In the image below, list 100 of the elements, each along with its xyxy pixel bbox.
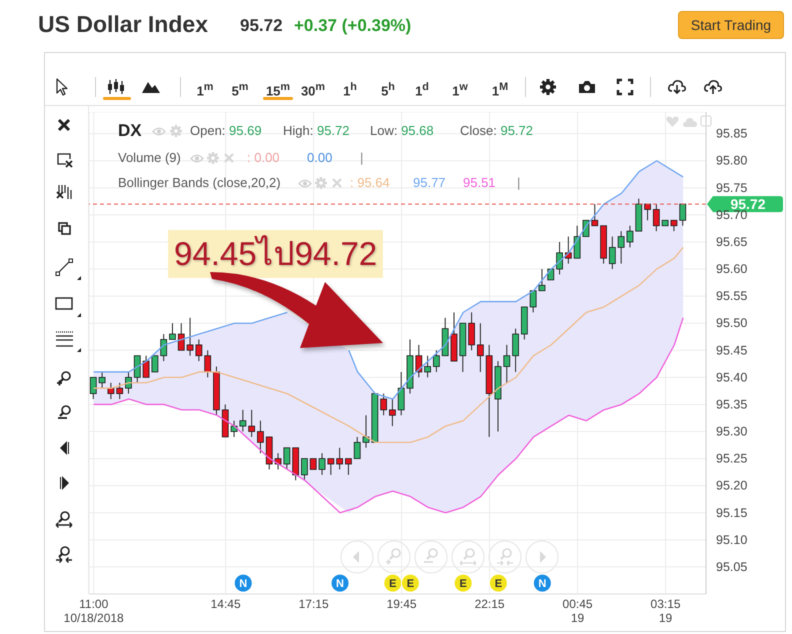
candlestick	[204, 350, 212, 378]
annotation: N	[538, 578, 546, 590]
annotation: Volume (9)	[118, 150, 181, 166]
annotation: 95.72	[316, 123, 350, 138]
candlestick	[301, 458, 308, 481]
text: +0.37 (+0.39%)	[294, 16, 412, 36]
candlestick	[503, 344, 510, 384]
annotation: DX	[118, 121, 142, 141]
candlestick	[125, 371, 132, 394]
candlestick	[318, 452, 326, 476]
candlestick	[389, 398, 396, 427]
y-tick-label: 95.30	[716, 424, 748, 439]
annotation: : 95.64	[350, 175, 390, 191]
annotation: N	[239, 578, 248, 590]
candlestick	[468, 312, 475, 351]
y-tick-label: 95.15	[716, 506, 748, 520]
annotation: : 0.00	[247, 150, 280, 166]
candlestick	[116, 382, 124, 400]
action-button[interactable]: Start Trading	[678, 11, 784, 39]
x-tick-label: 17:15	[298, 597, 329, 611]
x-tick-label: 00:45 19	[562, 597, 593, 625]
annotation: 95.77	[413, 175, 446, 191]
annotation: |	[517, 175, 520, 191]
annotation: 95.51	[463, 175, 496, 191]
text: 30$^{m}$	[300, 80, 326, 100]
x-tick-label: 03:15 19	[650, 597, 681, 625]
annotation: 0.00	[307, 150, 332, 166]
candlestick	[530, 290, 537, 313]
candlestick	[626, 225, 634, 248]
text: 95.72	[240, 16, 283, 35]
candlestick	[432, 350, 440, 372]
candlestick	[98, 371, 106, 389]
annotation: E	[389, 578, 396, 590]
y-tick-label: 95.55	[716, 289, 748, 304]
candlestick	[679, 204, 686, 226]
candlestick	[652, 204, 660, 232]
x-tick-label: 14:45	[210, 597, 241, 611]
y-tick-label: 95.85	[716, 126, 748, 141]
candlestick	[512, 328, 519, 372]
text: High:	[283, 123, 314, 138]
text: 1$^{m}$	[196, 80, 214, 100]
candlestick	[230, 420, 238, 438]
candlestick	[195, 338, 202, 362]
candlestick	[142, 355, 150, 378]
candlestick	[134, 355, 141, 384]
y-tick-label: 95.10	[716, 532, 748, 547]
x-tick-label: 11:00 10/18/2018	[64, 597, 124, 625]
text: 5$^{h}$	[381, 80, 395, 100]
annotation: E	[406, 578, 414, 590]
annotation: 94.45ไป94.72	[168, 230, 384, 278]
annotation: Open: 95.69	[190, 123, 262, 138]
y-tick-label: 95.60	[716, 262, 748, 276]
candlestick	[283, 447, 290, 470]
annotation: Close: 95.72	[460, 123, 534, 138]
text: 1$^{M}$	[492, 80, 508, 100]
y-tick-label: 95.45	[716, 343, 748, 358]
candlestick	[186, 317, 194, 356]
candlestick	[380, 393, 388, 416]
candlestick	[257, 420, 264, 454]
annotation: N	[336, 578, 344, 590]
candlestick	[670, 220, 678, 232]
annotation: E	[460, 578, 467, 590]
y-tick-label: 95.20	[716, 478, 748, 493]
annotation: |	[360, 150, 364, 166]
text: 1$^{h}$	[343, 80, 357, 100]
candlestick	[644, 204, 651, 221]
y-tick-label: 95.50	[716, 316, 748, 330]
text: 15$^{m}$	[266, 80, 290, 100]
annotation: Low: 95.68	[370, 123, 434, 138]
candlestick	[591, 204, 598, 226]
text: 5$^{m}$	[232, 80, 248, 100]
candlestick	[608, 236, 616, 270]
line-series	[93, 317, 684, 514]
candlestick	[362, 414, 370, 448]
candlestick	[345, 458, 352, 476]
candlestick	[336, 447, 344, 470]
candlestick	[169, 322, 176, 340]
chart-title: US Dollar Index	[38, 11, 208, 38]
y-tick-label: 95.65	[716, 234, 748, 249]
text: 1$^{d}$	[415, 80, 429, 100]
candlestick	[151, 355, 158, 372]
x-tick-label: 19:45	[386, 597, 417, 611]
candlestick	[476, 322, 484, 372]
candlestick	[398, 371, 405, 416]
candlestick	[538, 268, 546, 292]
candlestick	[354, 436, 361, 460]
text: 1$^{w}$	[452, 80, 468, 100]
y-tick-label: 95.35	[716, 397, 748, 412]
candlestick	[556, 241, 563, 275]
y-tick-label: 95.80	[716, 154, 748, 168]
y-tick-label: 95.40	[716, 370, 748, 384]
y-tick-label: 95.25	[716, 452, 748, 466]
candlestick	[327, 458, 334, 476]
candlestick	[618, 230, 625, 264]
candlestick	[310, 458, 317, 470]
candlestick	[424, 355, 431, 378]
annotation: E	[494, 578, 502, 590]
x-tick-label: 22:15	[474, 597, 505, 611]
candlestick	[90, 376, 97, 400]
y-tick-label: 95.75	[716, 180, 748, 195]
